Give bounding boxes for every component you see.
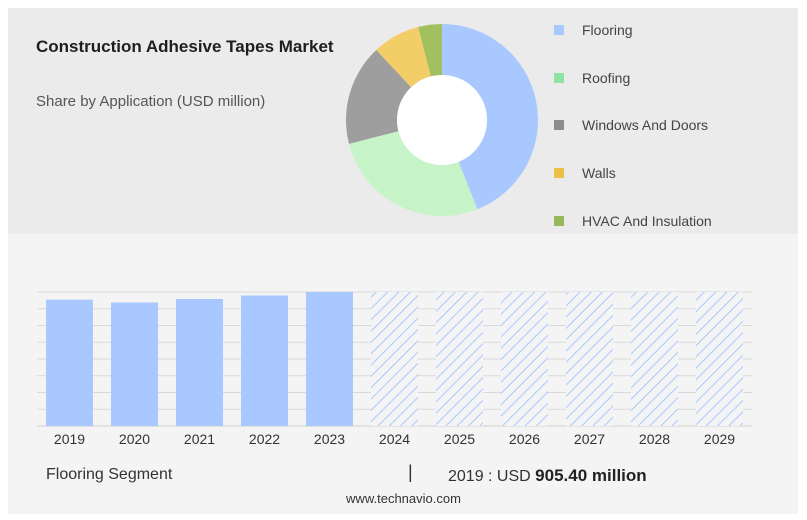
legend-swatch <box>554 168 564 178</box>
footer-separator: | <box>408 462 413 482</box>
x-tick-label: 2022 <box>249 431 280 447</box>
x-tick-label: 2021 <box>184 431 215 447</box>
x-tick-label: 2023 <box>314 431 345 447</box>
x-tick-label: 2027 <box>574 431 605 447</box>
forecast-bar-2028 <box>631 292 678 426</box>
x-tick-label: 2026 <box>509 431 540 447</box>
bar-2020 <box>111 302 158 426</box>
segment-value: 2019 : USD 905.40 million <box>448 466 647 486</box>
legend-item-windows-and-doors: Windows And Doors <box>554 115 708 135</box>
forecast-bar-2026 <box>501 292 548 426</box>
segment-value-prefix: 2019 : USD <box>448 468 531 485</box>
donut-slice-flooring <box>442 24 539 210</box>
bar-2023 <box>306 292 353 426</box>
legend-label: Flooring <box>582 22 633 38</box>
donut-hole <box>397 75 487 165</box>
bar-2019 <box>46 299 93 426</box>
legend-label: Walls <box>582 165 616 181</box>
donut-chart <box>346 24 539 216</box>
forecast-bar-2029 <box>696 292 743 426</box>
forecast-bar-2024 <box>371 292 418 426</box>
legend-label: HVAC And Insulation <box>582 213 712 229</box>
x-tick-label: 2019 <box>54 431 85 447</box>
chart-subtitle: Share by Application (USD million) <box>36 93 266 110</box>
segment-label: Flooring Segment <box>46 466 173 483</box>
x-tick-label: 2029 <box>704 431 735 447</box>
x-tick-label: 2024 <box>379 431 410 447</box>
legend-swatch <box>554 25 564 35</box>
bar-2022 <box>241 295 288 426</box>
legend-swatch <box>554 73 564 83</box>
legend-item-hvac-and-insulation: HVAC And Insulation <box>554 211 712 231</box>
legend-swatch <box>554 120 564 130</box>
x-tick-label: 2020 <box>119 431 150 447</box>
legend-label: Windows And Doors <box>582 117 709 133</box>
x-tick-label: 2028 <box>639 431 670 447</box>
bar-2021 <box>176 298 223 426</box>
forecast-bar-2025 <box>436 292 483 426</box>
chart-title: Construction Adhesive Tapes Market <box>36 37 334 56</box>
donut-slice-roofing <box>349 131 478 216</box>
legend-swatch <box>554 216 564 226</box>
forecast-bar-2027 <box>566 292 613 426</box>
source-link[interactable]: www.technavio.com <box>346 491 461 506</box>
legend-label: Roofing <box>582 70 631 86</box>
x-tick-label: 2025 <box>444 431 475 447</box>
donut-slice-hvac-and-insulation <box>418 24 442 77</box>
legend-item-flooring: Flooring <box>554 20 633 40</box>
donut-slice-walls <box>376 27 431 88</box>
legend-item-roofing: Roofing <box>554 68 630 88</box>
donut-slice-windows-and-doors <box>346 50 412 144</box>
legend-item-walls: Walls <box>554 163 616 183</box>
segment-value-amount: 905.40 million <box>535 466 647 485</box>
